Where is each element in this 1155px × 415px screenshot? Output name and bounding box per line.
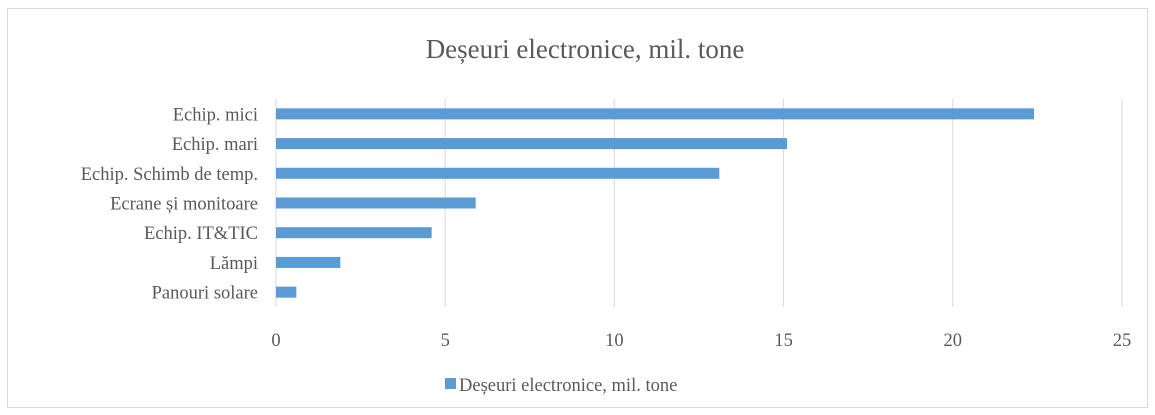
- category-label: Ecrane și monitoare: [110, 195, 258, 215]
- bar: [276, 286, 297, 298]
- bar: [276, 197, 476, 209]
- category-label: Echip. mici: [173, 105, 258, 125]
- x-tick-label: 15: [774, 331, 793, 351]
- x-tick-label: 25: [1113, 331, 1132, 351]
- x-tick-label: 10: [605, 331, 624, 351]
- bar: [276, 138, 787, 150]
- category-label: Lămpi: [210, 254, 258, 274]
- category-labels: Echip. mici Echip. mari Echip. Schimb de t…: [81, 105, 258, 303]
- chart-title: Deșeuri electronice, mil. tone: [426, 34, 745, 64]
- bar: [276, 108, 1035, 120]
- bars: [276, 108, 1035, 298]
- gridlines: [275, 99, 1123, 307]
- chart-frame: [7, 8, 1148, 408]
- x-tick-label: 20: [944, 331, 963, 351]
- legend-label: Deșeuri electronice, mil. tone: [459, 376, 677, 396]
- x-tick-label: 0: [271, 331, 280, 351]
- legend: Deșeuri electronice, mil. tone: [445, 376, 677, 396]
- category-label: Echip. Schimb de temp.: [81, 165, 258, 185]
- category-label: Panouri solare: [152, 284, 258, 304]
- bar: [276, 227, 432, 239]
- category-label: Echip. IT&TIC: [144, 224, 258, 244]
- x-axis-ticks: 0 5 10 15 20 25: [271, 331, 1131, 351]
- legend-swatch: [445, 378, 456, 389]
- bar: [276, 256, 341, 268]
- x-tick-label: 5: [441, 331, 450, 351]
- bar: [276, 167, 720, 179]
- category-label: Echip. mari: [172, 135, 258, 155]
